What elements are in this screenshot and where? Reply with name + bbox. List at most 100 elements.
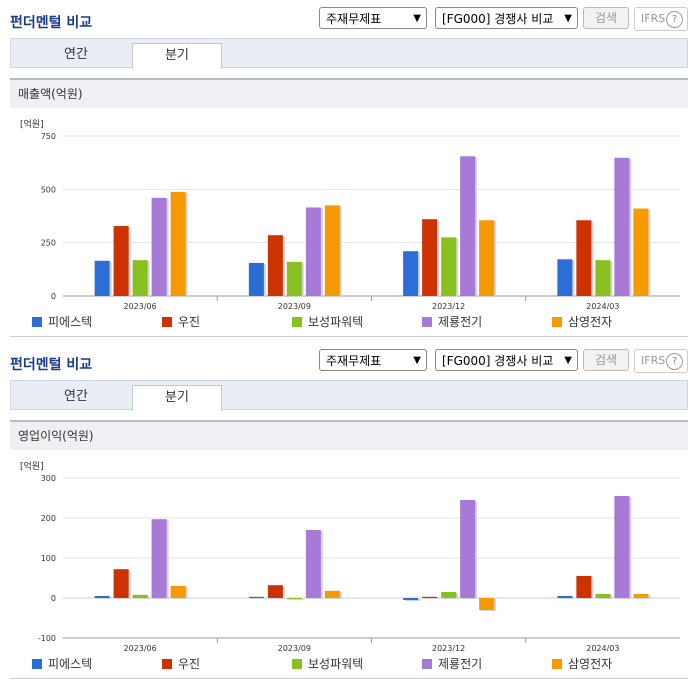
y-tick-label: 500 bbox=[41, 185, 56, 194]
peer-select[interactable]: [FG000] 경쟁사 비교 ▼ bbox=[435, 349, 578, 371]
legend-item[interactable]: 보성파워텍 bbox=[292, 655, 363, 672]
bar[interactable] bbox=[557, 596, 573, 598]
x-tick-label: 2023/12 bbox=[432, 644, 465, 652]
period-tabs: 연간 분기 bbox=[10, 38, 688, 69]
statement-select[interactable]: 주재무제표 ▼ bbox=[319, 349, 427, 371]
legend-label: 피에스텍 bbox=[48, 657, 93, 671]
legend-item[interactable]: 삼영전자 bbox=[552, 313, 612, 330]
operating-profit-chart: 300 200 100 0 -100 2023/06 2023/09 2023/12 2024/… bbox=[38, 474, 680, 652]
legend-label: 제룡전기 bbox=[438, 315, 483, 329]
bar[interactable] bbox=[132, 260, 148, 296]
legend-label: 삼영전자 bbox=[568, 315, 613, 329]
bar[interactable] bbox=[633, 594, 649, 598]
bar[interactable] bbox=[324, 205, 340, 296]
statement-select-value: 주재무제표 bbox=[326, 354, 382, 368]
bar[interactable] bbox=[422, 219, 438, 296]
section-title: 펀더멘털 비교 bbox=[10, 15, 93, 31]
x-tick-label: 2023/09 bbox=[278, 644, 311, 652]
bar[interactable] bbox=[94, 260, 110, 296]
fundamental-section-revenue: 펀더멘털 비교 주재무제표 ▼ [FG000] 경쟁사 비교 ▼ 검색 IFRS… bbox=[0, 0, 696, 340]
ifrs-label: IFRS bbox=[641, 354, 666, 367]
tab-annual[interactable]: 연간 bbox=[64, 389, 88, 404]
y-tick-label: 0 bbox=[51, 594, 56, 603]
bar[interactable] bbox=[305, 530, 321, 598]
x-tick-label: 2024/03 bbox=[586, 302, 619, 310]
x-tick-label: 2023/09 bbox=[278, 302, 311, 310]
bar[interactable] bbox=[286, 598, 302, 599]
legend-item[interactable]: 삼영전자 bbox=[552, 655, 612, 672]
legend-item[interactable]: 제룡전기 bbox=[422, 313, 482, 330]
chevron-down-icon: ▼ bbox=[564, 13, 572, 24]
divider bbox=[10, 336, 688, 337]
search-button[interactable]: 검색 bbox=[583, 349, 629, 371]
bar[interactable] bbox=[479, 598, 495, 610]
legend-swatch bbox=[162, 659, 172, 669]
bar[interactable] bbox=[441, 592, 457, 598]
bar[interactable] bbox=[324, 590, 340, 598]
bar[interactable] bbox=[151, 519, 167, 598]
legend-item[interactable]: 제룡전기 bbox=[422, 655, 482, 672]
tab-quarterly[interactable]: 분기 bbox=[132, 43, 222, 69]
peer-select[interactable]: [FG000] 경쟁사 비교 ▼ bbox=[435, 7, 578, 29]
legend-item[interactable]: 우진 bbox=[162, 313, 200, 330]
tab-annual[interactable]: 연간 bbox=[64, 47, 88, 62]
bar[interactable] bbox=[614, 157, 630, 296]
bar[interactable] bbox=[595, 594, 611, 598]
bar[interactable] bbox=[460, 500, 476, 598]
bar[interactable] bbox=[113, 226, 129, 296]
bar[interactable] bbox=[403, 598, 419, 600]
peer-select-value: [FG000] 경쟁사 비교 bbox=[442, 12, 554, 26]
legend-item[interactable]: 보성파워텍 bbox=[292, 313, 363, 330]
bar[interactable] bbox=[576, 220, 592, 296]
bar[interactable] bbox=[94, 596, 110, 598]
x-tick-label: 2023/06 bbox=[124, 644, 157, 652]
bar[interactable] bbox=[633, 208, 649, 296]
bar[interactable] bbox=[614, 496, 630, 598]
bar[interactable] bbox=[479, 220, 495, 296]
legend-swatch bbox=[162, 317, 172, 327]
legend-swatch bbox=[422, 317, 432, 327]
legend-label: 제룡전기 bbox=[438, 657, 483, 671]
ifrs-help-button[interactable]: IFRS ? bbox=[634, 7, 688, 31]
bar[interactable] bbox=[151, 197, 167, 296]
bar[interactable] bbox=[595, 260, 611, 296]
ifrs-help-button[interactable]: IFRS ? bbox=[634, 349, 688, 373]
peer-select-value: [FG000] 경쟁사 비교 bbox=[442, 354, 554, 368]
bar[interactable] bbox=[422, 596, 438, 598]
x-tick-label: 2023/12 bbox=[432, 302, 465, 310]
legend-item[interactable]: 피에스텍 bbox=[32, 655, 92, 672]
tab-quarterly[interactable]: 분기 bbox=[132, 385, 222, 411]
bar[interactable] bbox=[248, 596, 264, 598]
y-tick-label: 750 bbox=[41, 132, 56, 141]
chevron-down-icon: ▼ bbox=[564, 355, 572, 366]
search-button[interactable]: 검색 bbox=[583, 7, 629, 29]
bar[interactable] bbox=[403, 251, 419, 296]
bar[interactable] bbox=[305, 207, 321, 296]
x-tick-label: 2024/03 bbox=[586, 644, 619, 652]
bar[interactable] bbox=[576, 576, 592, 598]
statement-select[interactable]: 주재무제표 ▼ bbox=[319, 7, 427, 29]
bar-shadow bbox=[250, 597, 266, 599]
legend-item[interactable]: 우진 bbox=[162, 655, 200, 672]
bar[interactable] bbox=[170, 586, 186, 598]
legend-label: 보성파워텍 bbox=[308, 315, 364, 329]
bar[interactable] bbox=[170, 191, 186, 296]
bar[interactable] bbox=[460, 156, 476, 296]
legend-label: 삼영전자 bbox=[568, 657, 613, 671]
chart-title: 매출액(억원) bbox=[10, 78, 688, 108]
bar[interactable] bbox=[286, 261, 302, 296]
legend-label: 우진 bbox=[178, 315, 201, 329]
bar[interactable] bbox=[248, 262, 264, 296]
bar[interactable] bbox=[267, 585, 283, 598]
legend-item[interactable]: 피에스텍 bbox=[32, 313, 92, 330]
bar[interactable] bbox=[113, 569, 129, 598]
legend-swatch bbox=[32, 659, 42, 669]
legend-swatch bbox=[292, 659, 302, 669]
bar[interactable] bbox=[267, 235, 283, 296]
bar[interactable] bbox=[441, 237, 457, 296]
legend-label: 우진 bbox=[178, 657, 201, 671]
bar[interactable] bbox=[557, 259, 573, 296]
y-tick-label: 0 bbox=[51, 292, 56, 301]
y-tick-label: 300 bbox=[41, 474, 56, 483]
bar[interactable] bbox=[132, 594, 148, 598]
